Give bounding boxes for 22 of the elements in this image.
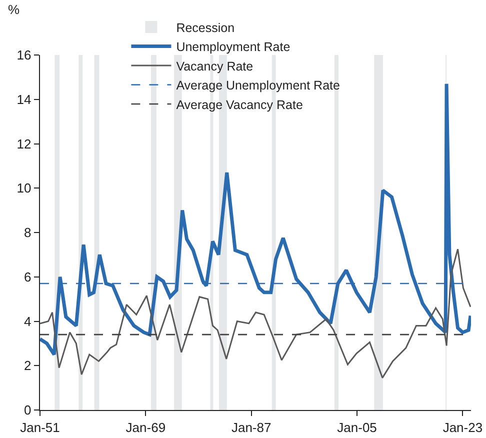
y-tick-label: 8 xyxy=(24,225,32,240)
x-tick-label: Jan-69 xyxy=(126,420,166,435)
legend-label: Vacancy Rate xyxy=(176,59,254,74)
x-tick-label: Jan-05 xyxy=(337,420,377,435)
x-tick-label: Jan-87 xyxy=(231,420,272,435)
y-tick-label: 0 xyxy=(24,402,32,418)
legend-label: Unemployment Rate xyxy=(176,40,290,54)
y-tick-label: 14 xyxy=(16,92,32,107)
legend-label: Recession xyxy=(176,20,235,35)
line-series xyxy=(40,248,471,379)
x-tick-label: Jan-51 xyxy=(20,420,60,435)
legend-label: Average Unemployment Rate xyxy=(176,78,340,93)
legend-label: Average Vacancy Rate xyxy=(176,98,303,112)
y-tick-label: 12 xyxy=(16,136,32,152)
y-tick-label: 4 xyxy=(24,314,32,329)
y-tick-label: 2 xyxy=(24,358,32,374)
line-series xyxy=(40,82,471,356)
y-tick-label: 6 xyxy=(24,269,32,284)
x-tick-label: Jan-23 xyxy=(442,420,483,435)
y-tick-label: 16 xyxy=(16,48,32,63)
y-axis-title: % xyxy=(8,2,20,17)
y-tick-label: 10 xyxy=(16,180,32,196)
